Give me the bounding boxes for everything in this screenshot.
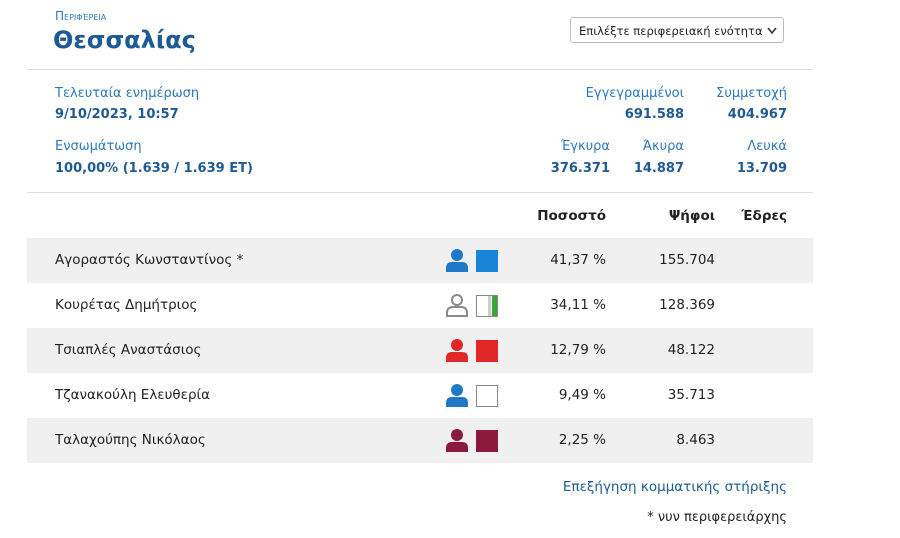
stripe (492, 296, 497, 316)
person-head (451, 294, 463, 306)
party-icon (446, 249, 498, 272)
candidate-row: Τζανακούλη Ελευθερία 9,49 % 35.713 (27, 373, 813, 418)
party-icon (446, 384, 498, 407)
title: Θεσσαλίας (53, 26, 196, 54)
stripe (488, 296, 491, 316)
candidate-name: Ταλαχούπης Νικόλαος (55, 432, 206, 448)
kicker: Περιφέρεια (55, 9, 107, 23)
votes: 35.713 (667, 387, 715, 403)
party-box (476, 385, 498, 407)
party-icon (446, 339, 498, 362)
percent: 34,11 % (550, 297, 606, 313)
candidate-name: Τσιαπλές Αναστάσιος (55, 342, 202, 358)
region-select[interactable]: Επιλέξτε περιφερειακή ενότητα (570, 17, 784, 43)
party-box (476, 340, 498, 362)
candidate-row: Αγοραστός Κωνσταντίνος * 41,37 % 155.704 (27, 238, 813, 283)
party-box (476, 430, 498, 452)
votes: 48.122 (667, 342, 715, 358)
footnote: * νυν περιφερειάρχης (647, 510, 787, 525)
candidate-row: Κουρέτας Δημήτριος 34,11 % 128.369 (27, 283, 813, 328)
stat-value: 691.588 (624, 107, 684, 122)
stat-value: 13.709 (736, 161, 787, 176)
votes: 155.704 (659, 252, 715, 268)
stat-value: 404.967 (727, 107, 787, 122)
stat-value: 9/10/2023, 10:57 (55, 107, 179, 122)
stat-label: Συμμετοχή (716, 86, 787, 101)
column-header: Έδρες (741, 208, 787, 224)
party-box (476, 250, 498, 272)
person-body (446, 352, 468, 362)
party-icon (446, 429, 498, 452)
support-link[interactable]: Επεξήγηση κομματικής στήριξης (562, 479, 787, 495)
divider (27, 69, 813, 70)
stat-value: 376.371 (550, 161, 610, 176)
candidate-name: Κουρέτας Δημήτριος (55, 297, 198, 313)
person-body (446, 262, 468, 272)
candidate-name: Αγοραστός Κωνσταντίνος * (55, 252, 244, 268)
stat-value: 100,00% (1.639 / 1.639 ΕΤ) (55, 161, 253, 176)
candidate-name: Τζανακούλη Ελευθερία (55, 387, 211, 403)
stat-label: Λευκά (747, 139, 787, 154)
candidate-row: Τσιαπλές Αναστάσιος 12,79 % 48.122 (27, 328, 813, 373)
column-header: Ποσοστό (537, 208, 606, 224)
select-text: Επιλέξτε περιφερειακή ενότητα (579, 24, 763, 38)
stat-label: Τελευταία ενημέρωση (55, 86, 200, 101)
stat-label: Έγκυρα (560, 139, 610, 154)
stat-value: 14.887 (633, 161, 684, 176)
stat-label: Ενσωμάτωση (55, 139, 142, 154)
percent: 41,37 % (550, 252, 606, 268)
person-head (451, 249, 463, 261)
percent: 9,49 % (558, 387, 606, 403)
column-header: Ψήφοι (668, 208, 715, 224)
votes: 8.463 (676, 432, 715, 448)
percent: 12,79 % (550, 342, 606, 358)
person-body (446, 442, 468, 452)
votes: 128.369 (659, 297, 715, 313)
person-head (451, 339, 463, 351)
stat-label: Εγγεγραμμένοι (585, 86, 684, 101)
chevron (767, 27, 777, 35)
candidate-row: Ταλαχούπης Νικόλαος 2,25 % 8.463 (27, 418, 813, 463)
person-head (451, 384, 463, 396)
person-body (446, 306, 468, 317)
person-head (451, 429, 463, 441)
person-body (446, 397, 468, 407)
percent: 2,25 % (558, 432, 606, 448)
party-icon (446, 294, 498, 317)
divider (27, 192, 813, 193)
stat-label: Άκυρα (642, 139, 684, 154)
